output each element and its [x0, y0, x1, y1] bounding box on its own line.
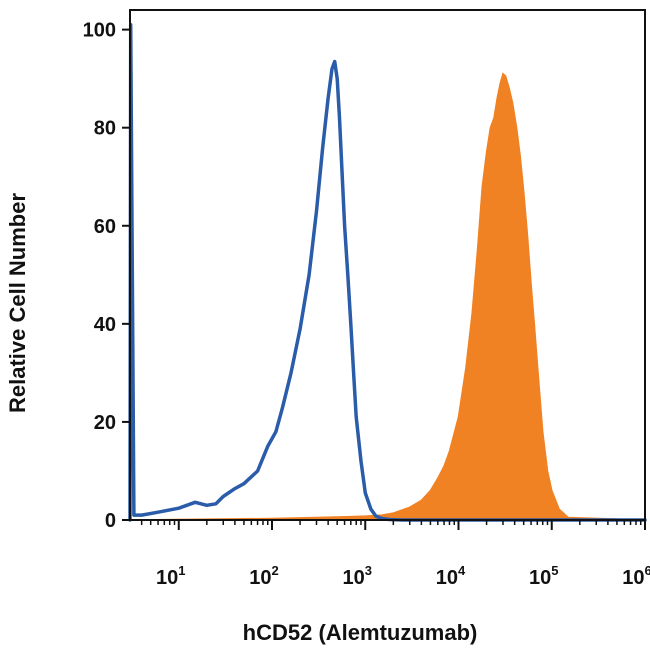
x-axis: 101 102 103 104 105 106: [140, 520, 650, 589]
y-tick-label: 20: [94, 412, 116, 434]
x-tick-label: 103: [343, 563, 372, 589]
y-tick-label: 0: [105, 510, 116, 532]
y-tick-label: 60: [94, 216, 116, 238]
y-tick-label: 100: [83, 20, 116, 42]
y-axis: 0 20 40 60 80 100: [83, 20, 130, 532]
y-axis-title: Relative Cell Number: [5, 193, 30, 414]
y-tick-label: 40: [94, 314, 116, 336]
x-tick-label: 105: [529, 563, 558, 589]
x-tick-label: 102: [249, 563, 278, 589]
filled-histogram: [129, 72, 646, 521]
x-tick-label: 104: [436, 563, 466, 589]
x-tick-label: 106: [622, 563, 650, 589]
series-layer: [128, 22, 647, 522]
outline-histogram: [128, 22, 647, 522]
plot-frame: [129, 9, 646, 521]
x-axis-title: hCD52 (Alemtuzumab): [243, 620, 478, 645]
y-tick-label: 80: [94, 118, 116, 140]
x-tick-label: 101: [156, 563, 185, 589]
